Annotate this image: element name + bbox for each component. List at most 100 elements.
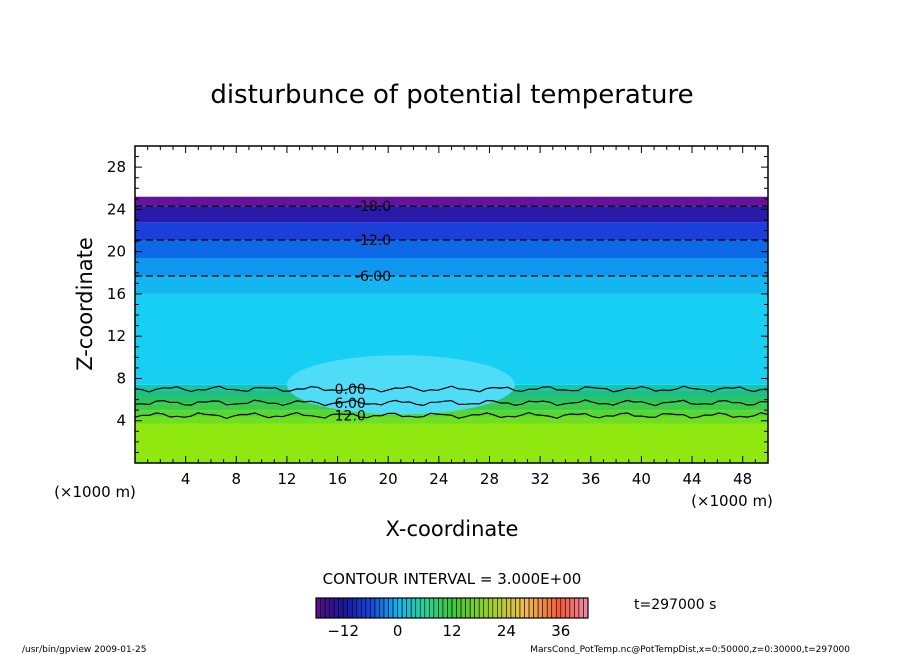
colorbar-cell [515, 597, 521, 619]
colorbar-cell [410, 597, 417, 619]
y-tick-label: 8 [116, 369, 126, 387]
colorbar-cell [528, 597, 534, 619]
colorbar-tick-label: −12 [327, 622, 359, 640]
x-tick-label: 4 [181, 470, 191, 488]
colorbar-cell [469, 597, 475, 619]
color-layer-8 [135, 275, 768, 294]
colorbar-cell [483, 597, 489, 619]
color-layer-10 [135, 240, 768, 259]
footer-left: /usr/bin/gpview 2009-01-25 [22, 645, 146, 654]
colorbar-cell [497, 597, 503, 619]
colorbar-cell [565, 597, 571, 619]
colorbar-cell [456, 597, 462, 619]
colorbar-cell [542, 597, 548, 619]
colorbar-cell [361, 597, 367, 619]
colorbar-cell [383, 597, 389, 619]
color-layer-11 [135, 222, 768, 241]
x-axis-label: X-coordinate [386, 517, 519, 541]
colorbar-tick-label: 36 [551, 622, 570, 640]
colorbar-cell [438, 597, 444, 619]
colorbar-cell [401, 597, 407, 619]
colorbar-cell [487, 597, 494, 619]
colorbar-cell [447, 597, 453, 619]
contour-label-3: 0.00 [335, 382, 366, 398]
chart-title: disturbunce of potential temperature [210, 80, 693, 110]
color-layer-2 [135, 410, 768, 417]
colorbar-cell [338, 597, 344, 619]
y-tick-label: 28 [107, 158, 126, 176]
colorbar-cell [569, 597, 575, 619]
colorbar-cell [415, 597, 421, 619]
colorbar-cell [370, 597, 376, 619]
colorbar-cell [465, 597, 471, 619]
colorbar-cell [519, 597, 525, 619]
x-tick-label: 12 [277, 470, 296, 488]
y-tick-label: 12 [107, 327, 126, 345]
x-tick-label: 44 [682, 470, 701, 488]
y-axis-ticks: 4 8 12 16 20 24 28 [107, 156, 768, 453]
colorbar-cell [365, 597, 371, 619]
footer-right: MarsCond_PotTemp.nc@PotTempDist,x=0:5000… [530, 645, 850, 654]
x-unit-right: (×1000 m) [691, 492, 773, 510]
colorbar-frame [315, 597, 589, 619]
colorbar-cell [492, 597, 498, 619]
colorbar-ticks: −12 0 12 24 36 [327, 622, 570, 640]
colorbar-cell [329, 597, 335, 619]
x-unit-left: (×1000 m) [54, 483, 136, 501]
colorbar-cell [537, 597, 543, 619]
x-tick-label: 32 [531, 470, 550, 488]
colorbar-tick-label: 12 [442, 622, 461, 640]
colorbar-cell [433, 597, 439, 619]
x-tick-label: 8 [232, 470, 242, 488]
colorbar-cell [551, 597, 557, 619]
warm-anomaly-region [286, 355, 515, 415]
contour-label-1: -12.0 [355, 233, 391, 249]
colorbar-cell [351, 597, 358, 619]
colorbar-cell [347, 597, 353, 619]
colorbar-cell [406, 597, 412, 619]
color-layers [135, 196, 768, 463]
colorbar-cell [578, 597, 584, 619]
colorbar-cell [501, 597, 507, 619]
colorbar-cell [419, 597, 426, 619]
colorbar-cell [429, 597, 435, 619]
colorbar-cell [451, 597, 457, 619]
contour-interval-text: CONTOUR INTERVAL = 3.000E+00 [323, 570, 582, 588]
contour-line-5 [135, 411, 768, 420]
color-layer-12 [135, 206, 768, 223]
contour-line-3 [135, 385, 768, 393]
colorbar-cell [574, 597, 580, 619]
y-tick-label: 20 [107, 243, 126, 261]
x-tick-label: 16 [328, 470, 347, 488]
colorbar-tick-label: 24 [497, 622, 516, 640]
colorbar-cell [506, 597, 512, 619]
contour-label-2: -6.00 [355, 269, 391, 285]
y-tick-label: 4 [116, 412, 126, 430]
x-tick-label: 20 [379, 470, 398, 488]
colorbar-cell [424, 597, 430, 619]
contour-line-4 [135, 399, 768, 407]
color-layer-9 [135, 258, 768, 276]
colorbar-cell [533, 597, 539, 619]
colorbar-cell [460, 597, 466, 619]
colorbar-cell [560, 597, 566, 619]
colorbar [315, 597, 589, 619]
x-tick-label: 28 [480, 470, 499, 488]
time-label: t=297000 s [634, 597, 716, 613]
color-layer-1 [135, 416, 768, 424]
color-layer-13 [135, 196, 768, 207]
x-tick-label: 48 [733, 470, 752, 488]
colorbar-cell [442, 597, 448, 619]
colorbar-cell [342, 597, 349, 619]
colorbar-cell [555, 597, 562, 619]
colorbar-cell [320, 597, 326, 619]
colorbar-cell [324, 597, 330, 619]
y-axis-label: Z-coordinate [73, 237, 97, 371]
colorbar-tick-label: 0 [393, 622, 403, 640]
contour-label-5: 12.0 [335, 408, 366, 424]
warm-anomaly [286, 355, 515, 415]
y-tick-label: 16 [107, 285, 126, 303]
contour-label-4: 6.00 [335, 396, 366, 412]
